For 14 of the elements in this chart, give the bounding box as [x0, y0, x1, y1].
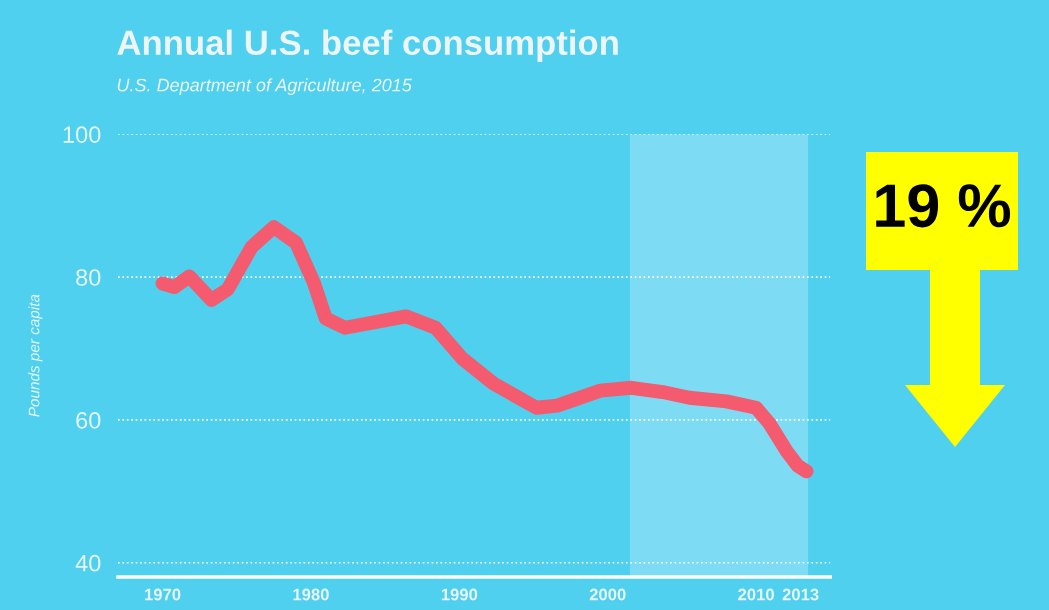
x-tick-label: 2010 — [738, 588, 774, 601]
x-tick-label: 2000 — [589, 588, 626, 601]
x-tick-label: 1990 — [441, 588, 478, 601]
chart-subtitle: U.S. Department of Agriculture, 2015 — [117, 78, 412, 96]
x-tick-label: 2013 — [782, 588, 819, 601]
y-tick-label: 80 — [76, 269, 101, 286]
chart-title: Annual U.S. beef consumption — [117, 29, 618, 62]
text: 19 % — [876, 184, 1011, 228]
y-tick-label: 40 — [75, 554, 101, 572]
x-tick-label: 1970 — [145, 588, 181, 601]
x-tick-label: 1980 — [293, 588, 329, 601]
y-tick-label: 60 — [76, 411, 101, 429]
y-axis-title: Pounds per capita — [28, 294, 43, 417]
y-tick-label: 100 — [63, 126, 101, 143]
